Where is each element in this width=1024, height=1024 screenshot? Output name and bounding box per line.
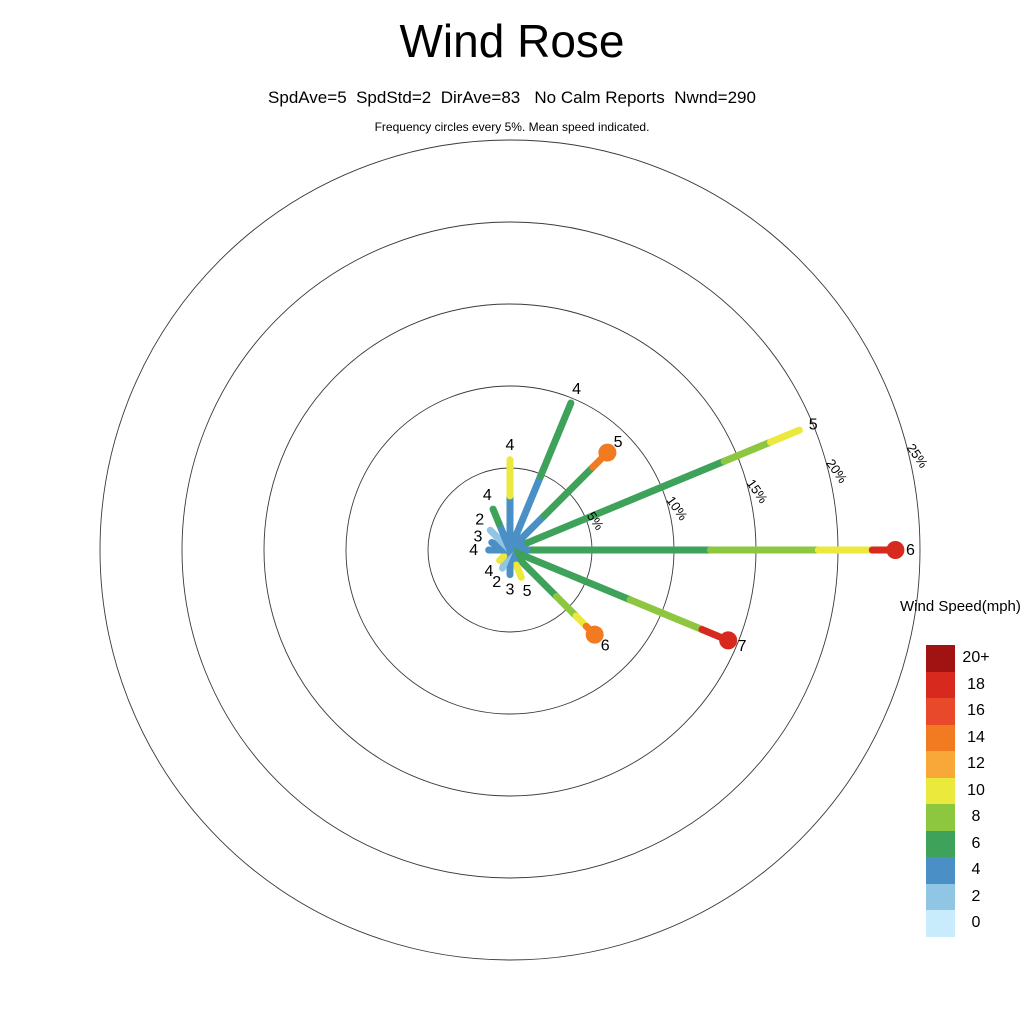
ring-label: 10% bbox=[663, 493, 690, 523]
legend-swatch bbox=[926, 804, 955, 831]
legend-swatch bbox=[926, 830, 955, 857]
legend-bin-label: 20+ bbox=[962, 649, 990, 667]
legend-bin-label: 10 bbox=[967, 781, 985, 799]
ring-label: 20% bbox=[823, 456, 850, 486]
legend-bin-label: 18 bbox=[967, 675, 985, 693]
legend-bin-label: 16 bbox=[967, 702, 985, 720]
legend-bin: 12 bbox=[926, 751, 1021, 778]
legend-bin-label: 14 bbox=[967, 728, 985, 746]
spoke-segment-NNW bbox=[489, 505, 503, 527]
legend-bin: 4 bbox=[926, 857, 1021, 884]
legend-swatch bbox=[926, 883, 955, 910]
mean-speed-label-NW: 2 bbox=[475, 512, 484, 529]
mean-speed-label-NE: 5 bbox=[614, 434, 623, 451]
chart-note: Frequency circles every 5%. Mean speed i… bbox=[374, 120, 650, 134]
legend-bin-label: 6 bbox=[971, 834, 981, 852]
mean-speed-label-SSE: 5 bbox=[523, 583, 532, 600]
spoke-tip-marker-ESE bbox=[719, 631, 738, 650]
wind-speed-legend: Wind Speed(mph) 20+ 18 16 14 12 10 8 6 4 2 0 bbox=[900, 598, 1021, 937]
mean-speed-label-NNW: 4 bbox=[483, 487, 492, 504]
legend-title: Wind Speed(mph) bbox=[900, 598, 1021, 615]
ring-label: 15% bbox=[744, 476, 771, 506]
spoke-segment-SW bbox=[496, 552, 508, 564]
legend-swatch bbox=[926, 698, 955, 725]
legend-bin: 14 bbox=[926, 724, 1021, 751]
legend-bin: 6 bbox=[926, 830, 1021, 857]
mean-speed-label-SW: 4 bbox=[485, 563, 494, 580]
legend-bin-label: 0 bbox=[971, 914, 981, 932]
ring-label: 25% bbox=[904, 441, 931, 471]
mean-speed-label-W: 4 bbox=[469, 542, 478, 559]
legend-swatch bbox=[926, 777, 955, 804]
mean-speed-label-S: 3 bbox=[506, 582, 515, 599]
spoke-segment-ESE bbox=[506, 546, 634, 604]
legend-bin: 10 bbox=[926, 777, 1021, 804]
legend-bin-label: 12 bbox=[967, 755, 985, 773]
legend-swatch bbox=[926, 671, 955, 698]
spoke-segment-NNE bbox=[506, 473, 544, 554]
mean-speed-label-E: 6 bbox=[906, 542, 915, 559]
mean-speed-label-ESE: 7 bbox=[738, 638, 747, 655]
mean-speed-label-SE: 6 bbox=[601, 637, 610, 654]
legend-bin: 18 bbox=[926, 671, 1021, 698]
legend-bin: 20+ bbox=[926, 645, 1021, 672]
mean-speed-label-WNW: 3 bbox=[474, 529, 483, 546]
spoke-segment-ENE bbox=[766, 426, 803, 446]
legend-bin: 8 bbox=[926, 804, 1021, 831]
legend-bin-label: 2 bbox=[971, 887, 981, 905]
legend-bin: 16 bbox=[926, 698, 1021, 725]
spoke-segment-NNW bbox=[495, 519, 514, 554]
spoke-segment-ENE bbox=[720, 438, 774, 465]
legend-swatch bbox=[926, 724, 955, 751]
legend-swatch bbox=[926, 645, 955, 672]
legend-swatch bbox=[926, 751, 955, 778]
chart-title: Wind Rose bbox=[399, 15, 625, 67]
spoke-segment-SE bbox=[553, 593, 580, 620]
legend-bin: 2 bbox=[926, 883, 1021, 910]
mean-speed-label-NNE: 4 bbox=[572, 381, 581, 398]
legend-bin-label: 4 bbox=[971, 861, 981, 879]
spoke-tip-marker-SE bbox=[585, 625, 604, 644]
frequency-ring bbox=[99, 139, 921, 961]
legend-colorbar: 20+ 18 16 14 12 10 8 6 4 2 0 bbox=[926, 645, 1021, 937]
chart-stats-line: SpdAve=5 SpdStd=2 DirAve=83 No Calm Repo… bbox=[268, 88, 756, 107]
legend-swatch bbox=[926, 910, 955, 937]
mean-speed-label-SSW: 2 bbox=[492, 574, 501, 591]
mean-speed-label-N: 4 bbox=[506, 437, 515, 454]
spoke-segment-ENE bbox=[523, 457, 728, 547]
legend-bin: 0 bbox=[926, 910, 1021, 937]
spoke-segment-SSE bbox=[512, 561, 525, 581]
legend-swatch bbox=[926, 857, 955, 884]
spoke-tip-marker-E bbox=[886, 541, 905, 559]
spoke-segment-SE bbox=[506, 546, 561, 601]
spoke-segment-NNE bbox=[536, 399, 575, 481]
mean-speed-label-ENE: 5 bbox=[809, 416, 818, 433]
spoke-segment-NE bbox=[540, 463, 597, 520]
legend-bin-label: 8 bbox=[971, 808, 981, 826]
spoke-segment-ESE bbox=[626, 596, 706, 634]
spoke-tip-marker-NE bbox=[598, 443, 617, 462]
